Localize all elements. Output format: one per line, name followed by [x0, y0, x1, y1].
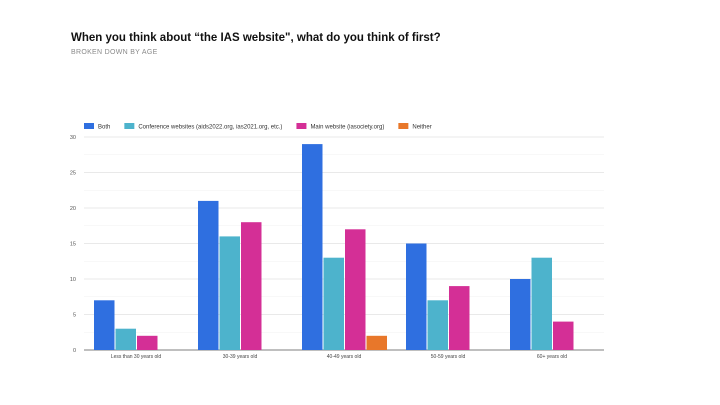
- y-tick-label: 25: [70, 171, 76, 177]
- legend-swatch: [124, 123, 135, 129]
- bar: [449, 286, 470, 350]
- x-tick-label: 60+ years old: [537, 354, 567, 360]
- bar: [427, 300, 448, 350]
- legend-swatch: [296, 123, 307, 129]
- bar: [241, 222, 262, 350]
- bar: [137, 335, 158, 350]
- x-tick-label: 50-59 years old: [431, 354, 466, 360]
- x-tick-label: Less than 30 years old: [111, 354, 162, 360]
- y-tick-label: 30: [70, 135, 76, 141]
- bar: [219, 236, 240, 350]
- bar: [406, 243, 427, 350]
- x-axis-ticks: Less than 30 years old 30-39 years old 40-…: [111, 354, 567, 360]
- bar: [366, 335, 387, 350]
- bars: [94, 144, 574, 350]
- chart-subtitle: BROKEN DOWN BY AGE: [71, 49, 158, 56]
- bar: [115, 328, 136, 350]
- bar: [323, 257, 344, 350]
- legend-label: Conference websites (aids2022.org, ias20…: [138, 125, 282, 131]
- bar: [510, 279, 531, 350]
- legend-label: Both: [98, 125, 110, 131]
- y-tick-label: 15: [70, 242, 76, 248]
- bar: [198, 200, 219, 350]
- chart-title: When you think about “the IAS website", …: [71, 32, 441, 44]
- y-tick-label: 5: [73, 313, 76, 319]
- x-tick-label: 40-49 years old: [327, 354, 362, 360]
- bar: [94, 300, 115, 350]
- gridlines: [84, 136, 604, 333]
- legend-label: Main website (iasociety.org): [310, 125, 384, 131]
- legend-swatch: [84, 123, 94, 129]
- bar: [553, 321, 574, 350]
- y-tick-label: 20: [70, 206, 76, 212]
- legend-label: Neither: [412, 125, 431, 131]
- y-tick-label: 10: [70, 277, 76, 283]
- bar: [302, 144, 323, 350]
- x-tick-label: 30-39 years old: [223, 354, 258, 360]
- legend: Both Conference websites (aids2022.org, i…: [84, 123, 432, 131]
- legend-swatch: [398, 123, 409, 129]
- bar: [345, 229, 366, 350]
- bar: [531, 257, 552, 350]
- y-axis-ticks: 0 5 10 15 20 25 30: [70, 135, 76, 354]
- y-tick-label: 0: [73, 348, 76, 354]
